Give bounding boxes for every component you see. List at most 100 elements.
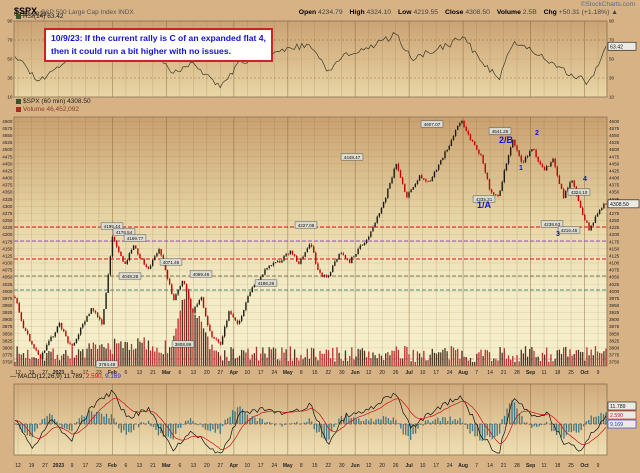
header-date: 6-Oct-2023 <box>14 11 47 18</box>
svg-text:30: 30 <box>339 463 345 469</box>
svg-text:21: 21 <box>150 370 156 376</box>
svg-text:14: 14 <box>487 463 493 469</box>
svg-text:4541.25: 4541.25 <box>492 129 509 134</box>
svg-text:4475: 4475 <box>2 154 13 159</box>
svg-text:10: 10 <box>420 463 426 469</box>
svg-text:90: 90 <box>609 19 615 24</box>
macd-value-2: 2.590, <box>85 373 104 380</box>
svg-text:Mar: Mar <box>162 370 171 376</box>
rsi-legend: RSI(14) 63.42 <box>16 13 63 20</box>
svg-text:4308.50: 4308.50 <box>610 202 629 208</box>
stockcharts-credit: ©StockCharts.com <box>580 1 635 8</box>
svg-text:Sep: Sep <box>526 463 535 469</box>
svg-text:4375: 4375 <box>609 183 620 188</box>
svg-text:22: 22 <box>325 370 331 376</box>
svg-text:18: 18 <box>555 370 561 376</box>
low-label: Low <box>397 9 412 16</box>
svg-text:17: 17 <box>433 370 439 376</box>
svg-text:4225: 4225 <box>609 225 620 230</box>
svg-text:26: 26 <box>393 370 399 376</box>
svg-text:11.789: 11.789 <box>610 404 626 410</box>
svg-text:Oct: Oct <box>580 370 589 376</box>
svg-text:4350: 4350 <box>609 190 620 195</box>
svg-text:3: 3 <box>556 231 560 238</box>
svg-text:12: 12 <box>366 370 372 376</box>
svg-text:30: 30 <box>339 370 345 376</box>
svg-text:8: 8 <box>300 370 303 376</box>
svg-text:19: 19 <box>29 463 35 469</box>
svg-text:3825: 3825 <box>2 338 13 343</box>
svg-text:12: 12 <box>15 463 21 469</box>
svg-text:13: 13 <box>137 463 143 469</box>
svg-text:27: 27 <box>42 370 48 376</box>
svg-text:4100: 4100 <box>2 261 13 266</box>
price-series-icon <box>16 98 21 104</box>
svg-text:4178.54: 4178.54 <box>116 230 133 235</box>
svg-text:19: 19 <box>29 370 35 376</box>
svg-text:3825: 3825 <box>609 338 620 343</box>
svg-text:28: 28 <box>514 463 520 469</box>
svg-text:20: 20 <box>379 370 385 376</box>
svg-text:3750: 3750 <box>609 360 620 365</box>
header-symbol-row: $SPX S&P 500 Large Cap Index INDX <box>14 1 134 19</box>
svg-text:Aug: Aug <box>458 370 468 376</box>
svg-text:4450: 4450 <box>2 161 13 166</box>
svg-text:4200: 4200 <box>609 232 620 237</box>
svg-text:26: 26 <box>393 463 399 469</box>
svg-text:6: 6 <box>178 463 181 469</box>
svg-text:9: 9 <box>597 370 600 376</box>
svg-text:4238.63: 4238.63 <box>544 222 561 227</box>
svg-text:4200: 4200 <box>2 232 13 237</box>
svg-text:3950: 3950 <box>609 303 620 308</box>
svg-text:13: 13 <box>191 463 197 469</box>
svg-text:17: 17 <box>258 463 264 469</box>
svg-text:3875: 3875 <box>2 324 13 329</box>
svg-text:4335.31: 4335.31 <box>476 197 493 202</box>
svg-text:May: May <box>283 463 293 469</box>
svg-text:10: 10 <box>609 95 615 100</box>
svg-text:4448.47: 4448.47 <box>344 155 361 160</box>
annotation-line-1: 10/9/23: If the current rally is C of an… <box>51 33 266 43</box>
svg-text:63.42: 63.42 <box>610 44 623 50</box>
svg-text:24: 24 <box>271 463 277 469</box>
svg-text:7: 7 <box>475 463 478 469</box>
svg-text:13: 13 <box>191 370 197 376</box>
svg-text:7: 7 <box>475 370 478 376</box>
svg-text:Sep: Sep <box>526 370 535 376</box>
svg-text:4071.45: 4071.45 <box>163 260 180 265</box>
svg-text:20: 20 <box>204 463 210 469</box>
svg-text:20: 20 <box>379 463 385 469</box>
svg-text:21: 21 <box>150 463 156 469</box>
svg-text:4169.77: 4169.77 <box>127 236 144 241</box>
svg-text:4525: 4525 <box>609 140 620 145</box>
close-label: Close <box>444 9 464 16</box>
symbol-description: S&P 500 Large Cap Index INDX <box>41 9 134 16</box>
svg-text:4550: 4550 <box>609 133 620 138</box>
svg-text:Apr: Apr <box>230 370 239 376</box>
price-legend-text: $SPX (60 min) 4308.50 <box>23 98 91 105</box>
svg-text:4050: 4050 <box>609 275 620 280</box>
svg-text:23: 23 <box>96 463 102 469</box>
svg-text:24: 24 <box>447 463 453 469</box>
svg-text:4069.46: 4069.46 <box>193 272 210 277</box>
macd-legend-dash: — <box>10 373 17 380</box>
svg-text:Aug: Aug <box>458 463 468 469</box>
svg-text:4250: 4250 <box>609 218 620 223</box>
svg-text:4324.10: 4324.10 <box>571 190 588 195</box>
volume-label: Volume <box>496 9 521 16</box>
svg-text:2/B: 2/B <box>499 135 514 145</box>
svg-text:11: 11 <box>541 463 546 469</box>
svg-text:24: 24 <box>447 370 453 376</box>
low-value: 4219.55 <box>413 9 439 16</box>
svg-text:4425: 4425 <box>2 168 13 173</box>
svg-text:8: 8 <box>300 463 303 469</box>
svg-text:4575: 4575 <box>609 126 620 131</box>
rsi-series-icon <box>16 13 21 19</box>
svg-text:Feb: Feb <box>108 370 117 376</box>
svg-text:3800: 3800 <box>2 345 13 350</box>
svg-text:17: 17 <box>83 370 89 376</box>
svg-text:4375: 4375 <box>2 183 13 188</box>
svg-text:4050: 4050 <box>2 275 13 280</box>
svg-text:4550: 4550 <box>2 133 13 138</box>
